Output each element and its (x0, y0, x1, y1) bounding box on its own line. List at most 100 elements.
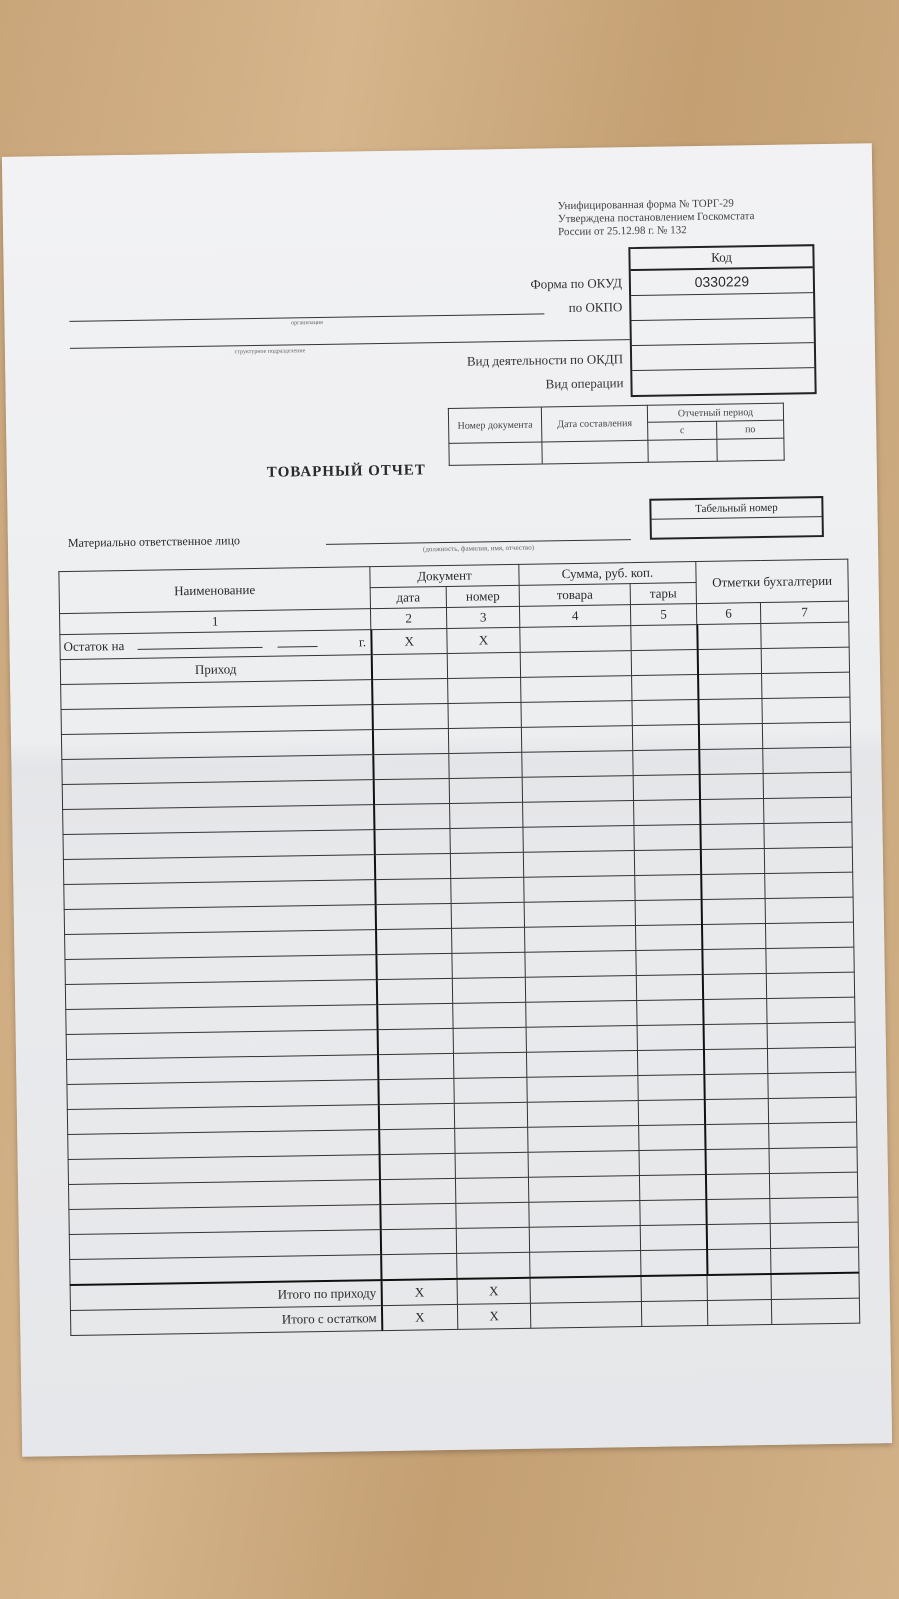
table-cell[interactable] (523, 850, 635, 878)
table-cell[interactable] (451, 952, 526, 979)
table-cell[interactable] (377, 1028, 454, 1055)
table-cell[interactable] (767, 1047, 856, 1074)
table-cell[interactable] (640, 1224, 707, 1251)
okpo-code[interactable] (631, 293, 814, 322)
table-cell[interactable] (450, 852, 524, 879)
table-cell[interactable] (768, 1097, 857, 1124)
table-cell[interactable] (698, 723, 763, 750)
table-cell[interactable] (525, 1000, 638, 1028)
table-cell[interactable] (762, 747, 852, 774)
table-cell[interactable] (521, 725, 633, 753)
table-cell[interactable] (524, 900, 636, 928)
table-cell[interactable] (521, 750, 634, 778)
table-cell[interactable] (450, 877, 525, 904)
table-cell[interactable] (761, 697, 851, 724)
table-cell[interactable] (764, 872, 854, 899)
table-cell[interactable] (371, 703, 449, 730)
table-cell[interactable] (525, 975, 637, 1003)
table-cell[interactable] (526, 1075, 639, 1103)
table-cell[interactable] (701, 898, 766, 925)
table-cell[interactable] (520, 700, 633, 728)
table-cell[interactable] (528, 1150, 640, 1178)
table-cell[interactable] (706, 1223, 771, 1250)
table-cell[interactable] (702, 998, 768, 1025)
table-cell[interactable] (639, 1149, 706, 1176)
table-cell[interactable] (373, 778, 450, 805)
table-cell[interactable] (378, 1128, 456, 1155)
table-cell[interactable] (703, 1023, 768, 1050)
table-cell[interactable] (700, 873, 766, 900)
tab-number-field[interactable] (652, 517, 822, 538)
okdp-code[interactable] (631, 343, 815, 372)
table-cell[interactable] (524, 925, 636, 953)
table-cell[interactable] (635, 924, 702, 951)
table-cell[interactable] (379, 1203, 457, 1230)
table-cell[interactable] (636, 999, 704, 1026)
table-cell[interactable] (371, 678, 448, 705)
table-cell[interactable] (699, 798, 764, 825)
table-cell[interactable] (376, 1003, 454, 1030)
table-cell[interactable] (770, 1247, 859, 1274)
table-cell[interactable] (633, 799, 700, 826)
table-cell[interactable] (698, 748, 764, 775)
table-cell[interactable] (634, 849, 701, 876)
table-cell[interactable] (631, 699, 699, 726)
table-cell[interactable] (524, 950, 637, 978)
table-cell[interactable] (529, 1250, 642, 1278)
table-cell[interactable] (701, 948, 767, 975)
table-cell[interactable] (765, 947, 855, 974)
table-cell[interactable] (452, 1002, 527, 1029)
table-cell[interactable] (448, 727, 522, 754)
table-cell[interactable] (455, 1152, 529, 1179)
table-cell[interactable] (705, 1148, 770, 1175)
table-cell[interactable] (767, 1022, 856, 1049)
table-cell[interactable] (762, 722, 851, 749)
table-cell[interactable] (527, 1100, 639, 1128)
table-cell[interactable] (705, 1198, 771, 1225)
table-cell[interactable] (449, 777, 523, 804)
table-cell[interactable] (700, 848, 765, 875)
table-cell[interactable] (768, 1122, 858, 1149)
table-cell[interactable] (376, 978, 453, 1005)
table-cell[interactable] (636, 974, 703, 1001)
table-cell[interactable] (528, 1200, 641, 1228)
table-cell[interactable] (765, 922, 854, 949)
table-cell[interactable] (528, 1175, 640, 1203)
table-cell[interactable] (522, 775, 634, 803)
table-cell[interactable] (452, 977, 526, 1004)
table-cell[interactable] (372, 753, 450, 780)
table-cell[interactable] (454, 1102, 528, 1129)
table-cell[interactable] (763, 797, 852, 824)
table-cell[interactable] (374, 853, 451, 880)
table-cell[interactable] (380, 1253, 458, 1281)
table-cell[interactable] (375, 928, 452, 955)
table-cell[interactable] (526, 1050, 638, 1078)
table-cell[interactable] (637, 1049, 704, 1076)
table-cell[interactable] (770, 1222, 859, 1249)
table-cell[interactable] (523, 875, 636, 903)
table-cell[interactable] (456, 1252, 531, 1279)
table-cell[interactable] (378, 1103, 455, 1130)
table-cell[interactable] (638, 1124, 706, 1151)
table-cell[interactable] (455, 1177, 529, 1204)
table-cell[interactable] (697, 698, 763, 725)
table-cell[interactable] (766, 972, 855, 999)
table-cell[interactable] (527, 1125, 640, 1153)
table-cell[interactable] (635, 949, 703, 976)
period-from-field[interactable] (647, 439, 718, 463)
table-cell[interactable] (637, 1074, 705, 1101)
table-cell[interactable] (638, 1099, 705, 1126)
table-cell[interactable] (637, 1024, 704, 1051)
doc-number-field[interactable] (448, 441, 543, 466)
table-cell[interactable] (520, 675, 632, 703)
table-cell[interactable] (633, 774, 700, 801)
table-cell[interactable] (632, 724, 699, 751)
table-cell[interactable] (447, 702, 522, 729)
table-cell[interactable] (704, 1123, 770, 1150)
table-cell[interactable] (374, 878, 452, 905)
table-cell[interactable] (379, 1153, 456, 1180)
table-cell[interactable] (375, 903, 452, 930)
table-cell[interactable] (522, 825, 635, 853)
operation-code[interactable] (632, 368, 814, 395)
table-cell[interactable] (763, 772, 852, 799)
